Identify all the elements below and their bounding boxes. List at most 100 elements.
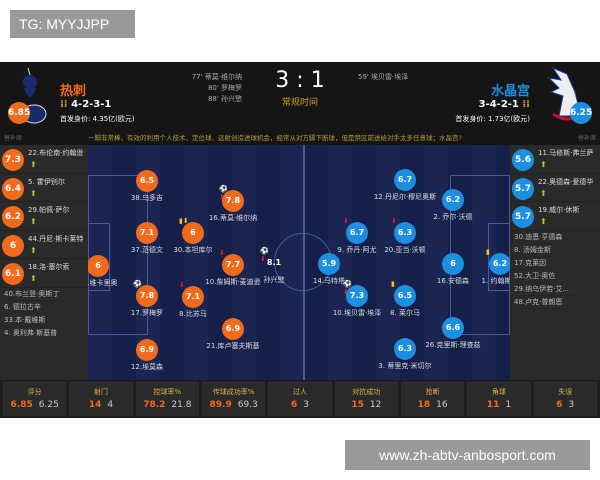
stat-card: 过人 6 3 — [268, 382, 332, 416]
sub-in-arrow-icon: ⬆ — [30, 217, 37, 226]
bench-unused-player[interactable]: 52.大卫·奥佐 — [510, 270, 600, 283]
player-name: 5. 霍伊别尔 — [28, 177, 65, 186]
stat-card: 角球 11 1 — [467, 382, 531, 416]
home-stat-value: 89.9 — [209, 400, 232, 410]
stat-values: 89.9 69.3 — [202, 400, 265, 410]
event-icon: ⬇ — [391, 217, 397, 225]
sub-in-arrow-icon: ⬆ — [540, 188, 547, 198]
away-stat-value: 4 — [107, 400, 114, 410]
bench-sub-player[interactable]: 5.7 22.奥德森·爱德华 ⬆ — [510, 174, 600, 202]
match-status: 常规时间 — [281, 98, 318, 108]
bench-sub-player[interactable]: 5.6 11.马修斯·弗兰萨 ⬆ — [510, 145, 600, 174]
away-team-name[interactable]: 水晶宫 — [490, 84, 530, 99]
watermark: www.zh-abtv-anbosport.com — [345, 440, 590, 470]
halfway-line — [303, 145, 305, 380]
bench-sub-player[interactable]: 5.7 19.威尔·休斯 ⬆ — [510, 202, 600, 231]
rating-badge: 6.5 — [394, 285, 416, 307]
event-icon: ⚽ — [133, 280, 142, 288]
rating-badge: 5.7 — [512, 206, 534, 228]
away-goal-events: 59' 埃贝雷·埃泽 — [358, 72, 408, 83]
stat-card: 抢断 18 16 — [400, 382, 465, 416]
score: 3 : 1 — [275, 68, 325, 93]
stat-label: 角球 — [491, 388, 506, 396]
rating-badge: 6.6 — [442, 317, 464, 339]
bench-unused-player[interactable]: 30.迪恩·亨德森 — [510, 231, 600, 244]
away-formation-text: 3-4-2-1 — [478, 99, 519, 110]
bench-sub-player[interactable]: 6.4 5. 霍伊别尔 ⬆ — [0, 174, 88, 202]
home-stat-value: 6.85 — [10, 400, 33, 410]
bench-unused-player[interactable]: 8. 汤姆金斯 — [510, 244, 600, 257]
bench-sub-player[interactable]: 6.1 18.洛·塞尔索 ⬆ — [0, 259, 88, 288]
goal-event: 80' 罗梅罗 — [207, 84, 242, 92]
away-value: 首发身价: 1.73亿(欧元) — [455, 115, 530, 123]
home-value: 首发身价: 4.35亿(欧元) — [60, 115, 135, 123]
rating-badge: 6 — [2, 234, 24, 257]
sub-in-arrow-icon: ⬆ — [30, 188, 37, 198]
home-goal-events: 77' 蒂莫·维尔纳 80' 罗梅罗 88' 孙兴慜 — [180, 72, 242, 105]
bench-unused-player[interactable]: 48.卢克·普朗恩 — [510, 296, 600, 309]
player-name: 11.马修斯·弗兰萨 — [538, 149, 594, 157]
stat-values: 15 12 — [335, 400, 398, 410]
sub-in-arrow-icon: ⬆ — [30, 245, 37, 255]
away-goal-box — [488, 223, 510, 291]
rating-badge: 5.6 — [512, 149, 534, 171]
home-stat-value: 14 — [88, 400, 102, 410]
rating-badge: 6.9 — [136, 339, 158, 361]
bench-sub-player[interactable]: 7.3 22.布伦南·约翰逊 ⬆ — [0, 145, 88, 174]
player-name: 29.帕佩·萨尔 — [28, 206, 70, 214]
bench-sub-player[interactable]: 6.2 29.帕佩·萨尔 ⬆ — [0, 202, 88, 231]
stat-label: 射门 — [93, 388, 108, 396]
bench-unused-player[interactable]: 29.纳乌伊若·艾... — [510, 283, 600, 296]
rating-badge: 6.7 — [394, 169, 416, 191]
home-stat-value: 18 — [417, 400, 431, 410]
stat-label: 控球率% — [153, 388, 182, 396]
goal-event: 59' 埃贝雷·埃泽 — [358, 73, 409, 81]
player-name: 10.埃贝雷·埃泽 — [332, 309, 382, 317]
home-bench: 7.3 22.布伦南·约翰逊 ⬆ 6.4 5. 霍伊别尔 ⬆ 6.2 29.帕佩·萨尔 ⬆ 6 44… — [0, 145, 88, 380]
rating-badge: 7.3 — [346, 285, 368, 307]
stat-label: 失误 — [558, 388, 573, 396]
formation-icon: ⁞⁞ — [518, 99, 530, 110]
event-icon: ⬇ — [219, 249, 225, 257]
away-stat-value: 6.25 — [38, 400, 59, 410]
stat-values: 18 16 — [401, 400, 464, 410]
stat-card: 射门 14 4 — [69, 382, 133, 416]
bench-unused-player[interactable]: 4. 奥利弗·斯基普 — [0, 327, 88, 340]
away-rating-badge: 6.25 — [570, 102, 592, 124]
away-stat-value: 16 — [436, 400, 448, 410]
goal-event: 88' 孙兴慜 — [207, 95, 242, 103]
away-stat-value: 1 — [505, 400, 512, 410]
away-stat-value: 12 — [369, 400, 382, 410]
rating-badge: 6.7 — [346, 222, 368, 244]
bench-sub-player[interactable]: 6 44.丹尼·斯卡莱特 ⬆ — [0, 231, 88, 259]
stat-card: 控球率% 78.2 21.8 — [135, 382, 199, 416]
player-name: 20.亚当·沃顿 — [384, 246, 426, 254]
match-header: 6.85 热刺 ⁞⁞ 4-2-3-1 首发身价: 4.35亿(欧元) 77' 蒂… — [0, 62, 600, 132]
stat-card: 失误 6 3 — [533, 382, 597, 416]
player-name: 1. 约翰斯通 — [481, 277, 510, 285]
rating-badge: 6.5 — [136, 170, 158, 192]
player-name: 18.洛·塞尔索 — [28, 263, 70, 271]
player-name: 19.威尔·休斯 — [538, 206, 580, 214]
stat-values: 14 4 — [69, 400, 132, 410]
home-stat-value: 15 — [351, 400, 364, 410]
rating-badge: 6.9 — [222, 318, 244, 340]
away-stat-value: 21.8 — [171, 400, 192, 410]
player-name: 44.丹尼·斯卡莱特 — [28, 234, 84, 243]
home-formation-text: 4-2-3-1 — [71, 99, 112, 110]
home-team-name[interactable]: 热刺 — [60, 84, 87, 99]
player-name: 10.詹姆斯·麦迪逊 — [205, 278, 261, 286]
away-formation: 3-4-2-1 ⁞⁞ — [479, 99, 530, 110]
home-bench-label: 替补席 — [4, 135, 23, 142]
stat-card: 对抗成功 15 12 — [334, 382, 398, 416]
bench-unused-player[interactable]: 6. 德拉古辛 — [0, 301, 88, 314]
stat-label: 对抗成功 — [352, 388, 381, 396]
rating-badge: 5.9 — [318, 253, 340, 275]
event-icon: ⚽⬇ — [343, 280, 352, 296]
bench-unused-player[interactable]: 40.布兰登·奥斯丁 — [0, 288, 88, 301]
bench-unused-player[interactable]: 17.克莱因 — [510, 257, 600, 270]
bench-unused-player[interactable]: 33.本·戴维斯 — [0, 314, 88, 327]
sub-in-arrow-icon: ⬆ — [540, 217, 547, 226]
